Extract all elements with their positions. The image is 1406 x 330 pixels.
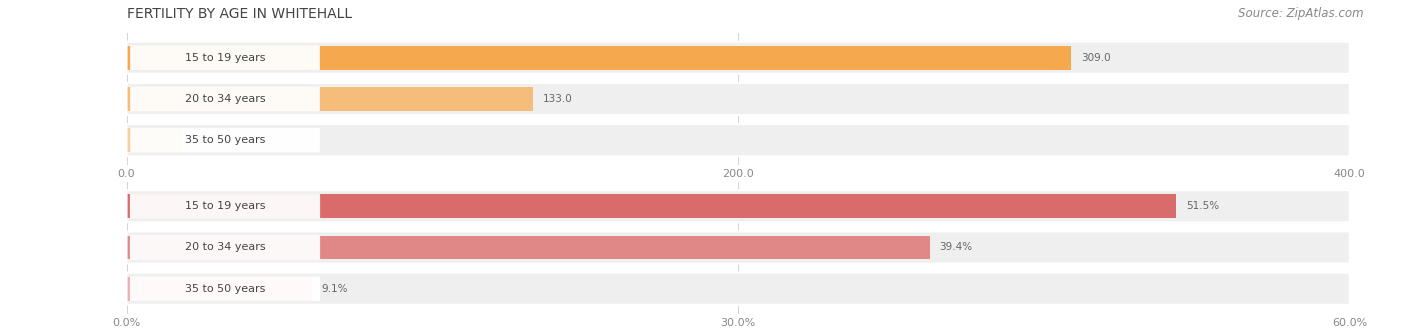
Bar	[127, 194, 1177, 218]
Text: 15 to 19 years: 15 to 19 years	[184, 201, 266, 211]
Bar	[127, 231, 1350, 264]
Bar	[127, 236, 929, 259]
Text: 39.4%: 39.4%	[939, 243, 973, 252]
FancyBboxPatch shape	[129, 194, 321, 218]
Bar	[127, 273, 1350, 305]
Bar	[127, 277, 312, 301]
Text: 35 to 50 years: 35 to 50 years	[184, 135, 266, 145]
Text: 133.0: 133.0	[543, 94, 572, 104]
Bar	[127, 124, 1350, 156]
Bar	[127, 87, 533, 111]
Text: 20 to 34 years: 20 to 34 years	[184, 243, 266, 252]
Text: 51.5%: 51.5%	[1187, 201, 1219, 211]
Bar	[127, 128, 181, 152]
Bar	[127, 83, 1350, 115]
FancyBboxPatch shape	[131, 128, 319, 152]
Text: 18.0: 18.0	[191, 135, 215, 145]
FancyBboxPatch shape	[131, 87, 319, 111]
FancyBboxPatch shape	[129, 235, 321, 260]
Text: 15 to 19 years: 15 to 19 years	[184, 53, 266, 63]
Text: 309.0: 309.0	[1081, 53, 1111, 63]
Bar	[127, 42, 1350, 74]
FancyBboxPatch shape	[129, 277, 321, 301]
FancyBboxPatch shape	[131, 46, 319, 70]
Bar	[127, 190, 1350, 222]
Bar	[127, 46, 1071, 70]
Text: FERTILITY BY AGE IN WHITEHALL: FERTILITY BY AGE IN WHITEHALL	[127, 7, 352, 20]
Text: 35 to 50 years: 35 to 50 years	[184, 284, 266, 294]
Text: 20 to 34 years: 20 to 34 years	[184, 94, 266, 104]
Text: Source: ZipAtlas.com: Source: ZipAtlas.com	[1239, 7, 1364, 19]
Text: 9.1%: 9.1%	[322, 284, 349, 294]
